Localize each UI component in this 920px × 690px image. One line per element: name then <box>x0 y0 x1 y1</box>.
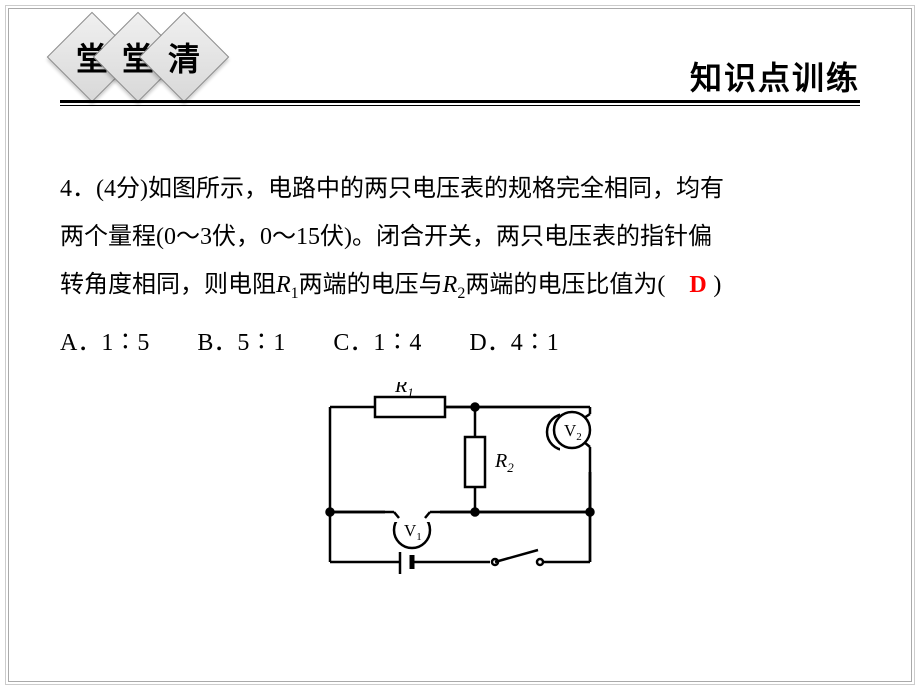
header: 堂 堂 清 知识点训练 <box>60 25 860 110</box>
option-a: A．1∶5 <box>60 322 149 357</box>
diamond-char-3: 清 <box>168 34 200 80</box>
answer-mark: D <box>689 272 706 298</box>
option-b: B．5∶1 <box>197 322 285 357</box>
options: A．1∶5 B．5∶1 C．1∶4 D．4∶1 <box>60 322 860 357</box>
section-badge: 堂 堂 清 <box>60 25 198 89</box>
option-d: D．4∶1 <box>469 322 558 357</box>
question-text: 4．(4分)如图所示，电路中的两只电压表的规格完全相同，均有 两个量程(0～3伏… <box>60 165 860 310</box>
content: 4．(4分)如图所示，电路中的两只电压表的规格完全相同，均有 两个量程(0～3伏… <box>60 165 860 602</box>
header-divider <box>60 100 860 103</box>
r1-sub: 1 <box>291 285 299 302</box>
q-line1: 4．(4分)如图所示，电路中的两只电压表的规格完全相同，均有 <box>60 176 724 202</box>
q-line3-mid: 两端的电压与 <box>299 272 443 298</box>
option-c: C．1∶4 <box>333 322 421 357</box>
q-line3-after: 两端的电压比值为( ) <box>465 272 721 298</box>
circuit-diagram: R1 R2 V2 V1 <box>300 382 620 602</box>
r1-symbol: R <box>276 272 291 298</box>
header-title: 知识点训练 <box>690 53 860 99</box>
r2-symbol: R <box>443 272 458 298</box>
q-line3-before: 转角度相同，则电阻 <box>60 272 276 298</box>
q-line2: 两个量程(0～3伏，0～15伏)。闭合开关，两只电压表的指针偏 <box>60 224 712 250</box>
